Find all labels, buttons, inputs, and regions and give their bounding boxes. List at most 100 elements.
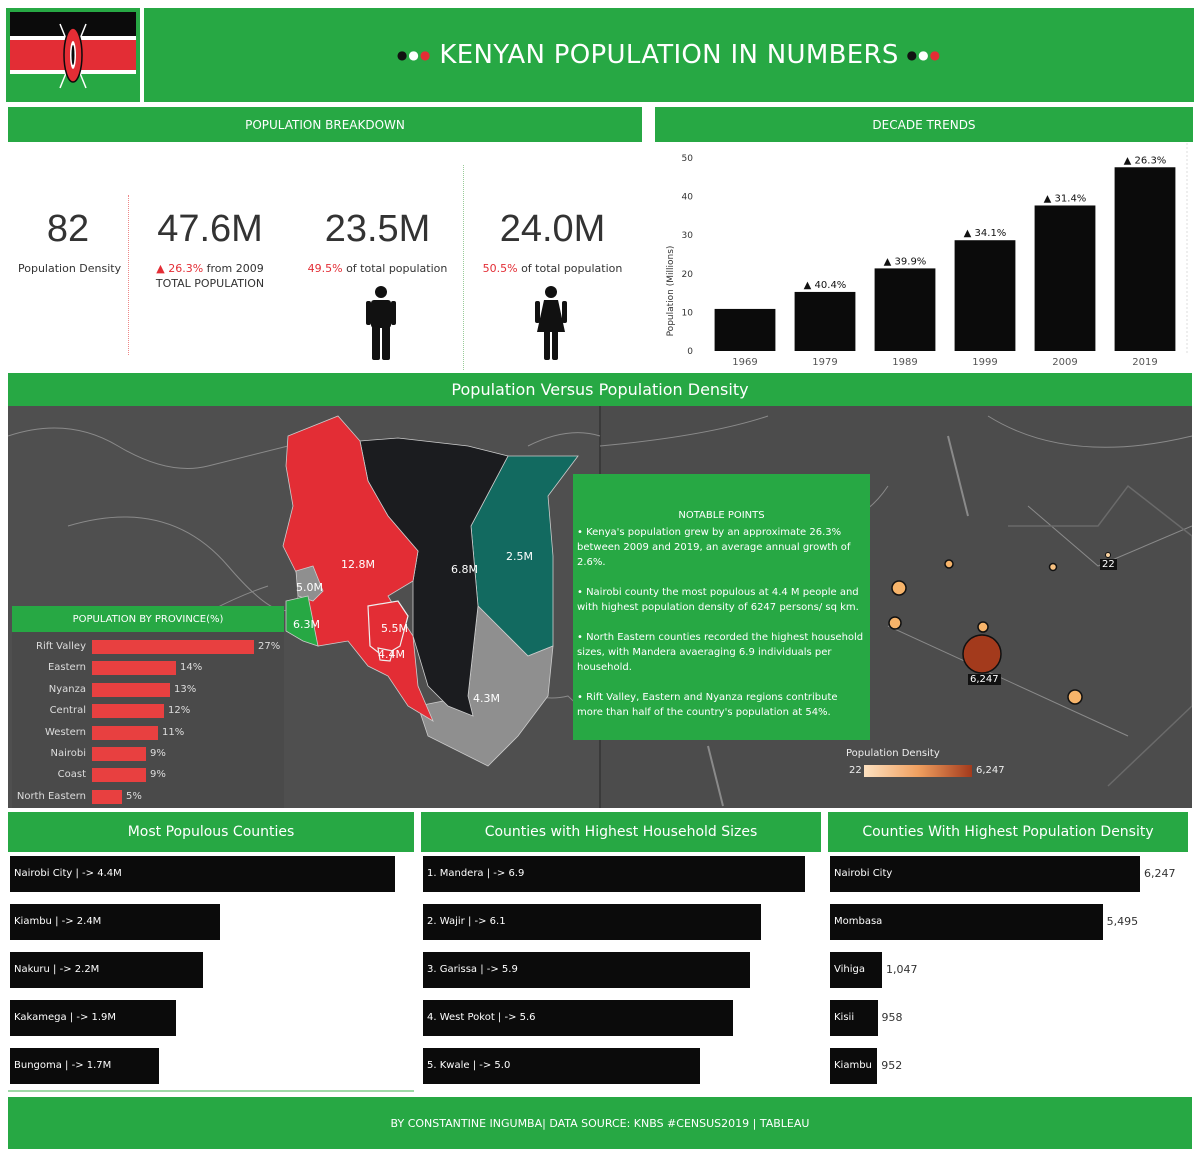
province-bar-row: Rift Valley 27% xyxy=(12,640,284,656)
y-tick-label: 30 xyxy=(682,231,694,241)
density-bar-chart: Nairobi City 6,247 Mombasa 5,495 Vihiga 1,047… xyxy=(828,856,1188,1090)
province-central xyxy=(367,600,409,657)
notable-points-box: NOTABLE POINTS • Kenya's population grew… xyxy=(573,474,870,740)
x-tick-label: 1979 xyxy=(812,357,837,368)
bar-value: 958 xyxy=(881,1011,903,1024)
bar-label: 1. Mandera | -> 6.9 xyxy=(427,868,525,879)
province-bar-row: Coast 9% xyxy=(12,768,284,784)
male-population-value: 23.5M xyxy=(324,208,431,250)
total-population-label: TOTAL POPULATION xyxy=(155,277,265,290)
male-pct: 49.5% of total population xyxy=(307,262,448,275)
bar-label: Kiambu xyxy=(834,1060,872,1071)
label-north-eastern: 2.5M xyxy=(506,550,533,563)
breakdown-header: POPULATION BREAKDOWN xyxy=(8,107,642,142)
bar-value: 1,047 xyxy=(885,963,918,976)
province-pct: 9% xyxy=(150,748,166,759)
kpi-divider xyxy=(128,195,129,355)
bar-row: Kakamega | -> 1.9M xyxy=(10,1000,177,1036)
x-tick-label: 2019 xyxy=(1132,357,1157,368)
province-name: Coast xyxy=(57,769,86,781)
growth-label: ▲ 26.3% xyxy=(1124,155,1167,166)
province-pct: 27% xyxy=(258,641,281,652)
bar-label: Nairobi City xyxy=(834,868,893,879)
total-growth: ▲ 26.3% from 2009 xyxy=(156,262,264,275)
province-bar-panel: POPULATION BY PROVINCE(%) Rift Valley 27%… xyxy=(12,606,284,808)
nairobi-density-label: 6,247 xyxy=(968,674,1001,685)
bar-label: 5. Kwale | -> 5.0 xyxy=(427,1060,511,1071)
growth-label: ▲ 40.4% xyxy=(804,280,847,291)
notable-point-2: • Nairobi county the most populous at 4.… xyxy=(577,587,859,613)
bar-value: 5,495 xyxy=(1106,915,1139,928)
bar-label: Mombasa xyxy=(834,916,883,927)
label-coast: 4.3M xyxy=(473,692,500,705)
y-tick-label: 50 xyxy=(682,154,694,164)
bar-1969 xyxy=(714,308,776,351)
y-tick-label: 40 xyxy=(682,193,694,203)
province-bar-row: Western 11% xyxy=(12,725,284,742)
province-western xyxy=(295,565,324,602)
province-bar xyxy=(92,704,164,719)
bar-label: Kakamega | -> 1.9M xyxy=(14,1012,117,1023)
populous-bar-chart: Nairobi City | -> 4.4M Kiambu | -> 2.4M Na… xyxy=(8,856,414,1090)
bar-row: Nakuru | -> 2.2M xyxy=(10,952,203,988)
x-tick-label: 1969 xyxy=(732,357,757,368)
x-tick-label: 1989 xyxy=(892,357,917,368)
density-header: Counties With Highest Population Density xyxy=(828,812,1188,852)
bar-row: Kisii xyxy=(830,1000,878,1036)
decade-trends-chart: Population (Millions) 0 10 20 30 40 50 1969 197… xyxy=(666,143,1188,368)
household-header: Counties with Highest Household Sizes xyxy=(421,812,821,852)
x-tick-label: 2009 xyxy=(1052,357,1077,368)
label-central: 5.5M xyxy=(381,622,408,635)
province-bar-row: North Eastern 5% xyxy=(12,789,284,806)
bar-label: 4. West Pokot | -> 5.6 xyxy=(427,1012,536,1023)
flag-frame xyxy=(6,8,140,102)
bar-row: 1. Mandera | -> 6.9 xyxy=(423,856,805,892)
province-bar xyxy=(92,725,158,740)
divider xyxy=(8,1090,414,1092)
bar-value: 952 xyxy=(881,1059,903,1072)
label-eastern: 6.8M xyxy=(451,563,478,576)
province-bar-row: Nyanza 13% xyxy=(12,682,284,699)
bar-row: 2. Wajir | -> 6.1 xyxy=(423,904,761,940)
trends-header: DECADE TRENDS xyxy=(655,107,1193,142)
y-tick-label: 20 xyxy=(682,270,694,280)
title-dots-left: ●●● xyxy=(396,48,432,62)
label-nyanza: 6.3M xyxy=(293,618,320,631)
bar-label: Kisii xyxy=(834,1012,855,1023)
bar-row: Mombasa xyxy=(830,904,1103,940)
province-nyanza xyxy=(285,595,319,647)
density-legend-min: 22 xyxy=(849,765,862,776)
notable-point-3: • North Eastern counties recorded the hi… xyxy=(577,632,864,673)
notable-point-4: • Rift Valley, Eastern and Nyanza region… xyxy=(577,692,838,718)
province-bar xyxy=(92,682,170,697)
bar-label: Kiambu | -> 2.4M xyxy=(14,916,102,927)
female-population-value: 24.0M xyxy=(499,208,606,250)
y-axis-label: Population (Millions) xyxy=(666,246,676,337)
province-bar xyxy=(92,640,254,654)
male-icon xyxy=(366,286,396,364)
province-map xyxy=(282,415,579,767)
province-bar-title: POPULATION BY PROVINCE(%) xyxy=(12,606,284,632)
province-nairobi xyxy=(377,647,394,662)
bar-row: 3. Garissa | -> 5.9 xyxy=(423,952,750,988)
label-western: 5.0M xyxy=(296,581,323,594)
bar-label: 2. Wajir | -> 6.1 xyxy=(427,916,506,927)
growth-label: ▲ 39.9% xyxy=(884,256,927,267)
province-pct: 11% xyxy=(162,726,185,738)
density-label: Population Density xyxy=(18,262,122,275)
province-bar xyxy=(92,747,146,761)
total-population-value: 47.6M xyxy=(157,208,263,250)
bar-row: 5. Kwale | -> 5.0 xyxy=(423,1048,700,1084)
bar-1989 xyxy=(874,268,936,351)
province-pct: 13% xyxy=(174,683,197,695)
page-title: KENYAN POPULATION IN NUMBERS xyxy=(439,40,899,70)
kenya-flag-icon xyxy=(10,12,136,98)
maps-panel: 12.8M 6.8M 2.5M 5.0M 6.3M 5.5M 4.4M 4.3M… xyxy=(8,406,1192,808)
label-rift-valley: 12.8M xyxy=(341,558,375,571)
province-name: Eastern xyxy=(47,662,86,674)
province-name: Western xyxy=(44,726,86,738)
density-legend-max: 6,247 xyxy=(976,765,1005,776)
bar-row: Kiambu | -> 2.4M xyxy=(10,904,220,940)
province-name: North Eastern xyxy=(16,790,86,802)
province-name: Nairobi xyxy=(50,748,86,759)
